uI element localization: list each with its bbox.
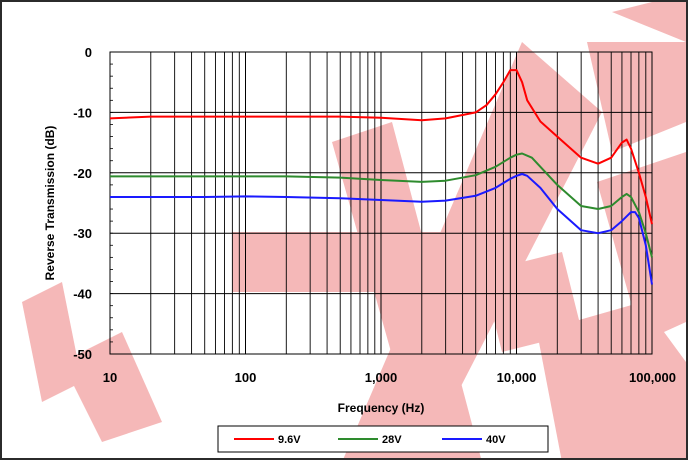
series-line-28v: [110, 152, 653, 258]
x-tick-label: 100: [235, 370, 257, 385]
legend-label: 9.6V: [278, 434, 301, 446]
series-line-40v: [110, 173, 653, 285]
x-tick-label: 100,000: [629, 370, 676, 385]
y-tick-label: -20: [73, 166, 92, 181]
x-tick-labels: 10 100 1,000 10,000 100,000: [103, 370, 676, 385]
series-lines: [109, 69, 653, 285]
x-tick-label: 1,000: [365, 370, 398, 385]
series-line-9-6v: [109, 69, 653, 225]
y-axis-title: Reverse Transmission (dB): [43, 126, 57, 281]
x-axis-title: Frequency (Hz): [338, 401, 425, 415]
y-tick-labels: 0 -10 -20 -30 -40 -50: [73, 45, 92, 362]
legend-label: 40V: [486, 434, 506, 446]
x-tick-label: 10,000: [497, 370, 537, 385]
legend: 9.6V 28V 40V: [217, 425, 549, 453]
watermark-logo: [22, 2, 686, 458]
x-tick-label: 10: [103, 370, 117, 385]
y-tick-label: -10: [73, 105, 92, 120]
y-tick-label: -50: [73, 347, 92, 362]
y-tick-label: -40: [73, 287, 92, 302]
y-tick-label: -30: [73, 226, 92, 241]
grid-lines: [110, 51, 652, 355]
legend-label: 28V: [382, 434, 402, 446]
y-tick-label: 0: [85, 45, 92, 60]
